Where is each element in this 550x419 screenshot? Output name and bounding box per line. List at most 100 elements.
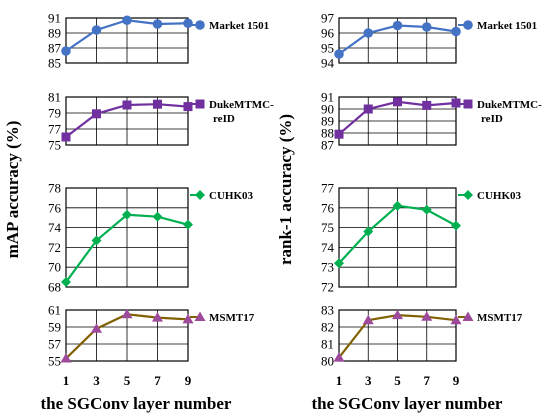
data-point (421, 311, 433, 321)
y-tick-label: 79 (48, 106, 61, 121)
panel: 68 70 72 74 76 78 CUHK03 (48, 181, 254, 295)
y-tick-label: 75 (48, 138, 61, 153)
data-point (122, 15, 132, 26)
y-tick-label: 70 (48, 260, 61, 275)
data-point (91, 323, 102, 333)
y-tick-label: 72 (48, 240, 61, 255)
legend-marker (195, 99, 205, 109)
y-tick-label: 87 (48, 41, 62, 56)
legend-label: DukeMTMC-reID (209, 99, 274, 125)
legend-marker (463, 20, 473, 30)
y-tick-label: 75 (321, 220, 334, 235)
data-point (60, 352, 72, 363)
data-point (61, 277, 71, 288)
y-tick-label: 81 (321, 337, 334, 352)
y-tick-label: 55 (48, 354, 61, 369)
data-point (121, 308, 133, 319)
data-point (362, 314, 374, 325)
data-point (92, 109, 101, 119)
data-point (122, 100, 132, 110)
data-point (451, 98, 461, 108)
x-tick-label: 3 (93, 373, 100, 388)
y-tick-label: 73 (321, 260, 334, 275)
data-point (392, 20, 403, 31)
plot-frame (338, 96, 457, 146)
legend-marker (463, 190, 473, 200)
data-point (152, 312, 163, 322)
x-tick-label: 9 (453, 373, 460, 388)
legend-marker (462, 311, 474, 321)
x-tick-label: 9 (185, 373, 192, 388)
y-tick-label: 68 (48, 280, 61, 295)
x-tick-label: 1 (63, 373, 70, 388)
legend-marker (194, 311, 206, 321)
y-tick-label: 74 (48, 220, 62, 235)
y-tick-label: 85 (48, 56, 61, 71)
data-point (334, 49, 344, 59)
x-axis-label: the SGConv layer number (312, 394, 503, 413)
data-point (363, 28, 374, 38)
y-tick-label: 78 (48, 181, 61, 196)
y-tick-label: 87 (321, 138, 335, 153)
y-tick-label: 88 (321, 126, 334, 141)
data-point (61, 132, 71, 142)
legend-label: CUHK03 (477, 190, 522, 202)
y-tick-label: 76 (48, 200, 62, 215)
data-point (183, 102, 193, 112)
data-point (421, 204, 432, 215)
data-point (363, 104, 373, 114)
x-tick-label: 7 (424, 373, 431, 388)
data-point (61, 46, 71, 56)
y-tick-label: 89 (321, 114, 334, 129)
data-point (392, 309, 403, 320)
y-tick-label: 61 (48, 303, 61, 318)
y-tick-label: 57 (48, 337, 62, 352)
x-tick-label: 7 (154, 373, 161, 388)
x-tick-label: 5 (124, 373, 131, 388)
x-tick-label: 3 (365, 373, 372, 388)
legend-marker (195, 190, 205, 200)
data-point (451, 220, 461, 231)
y-tick-label: 89 (48, 26, 61, 41)
legend-marker (463, 99, 473, 109)
x-tick-label: 5 (394, 373, 401, 388)
plot-frame (65, 96, 189, 146)
legend-label: CUHK03 (209, 190, 254, 202)
y-tick-label: 96 (321, 26, 335, 41)
plot-frame (65, 187, 189, 288)
y-tick-label: 95 (321, 41, 334, 56)
legend-label: Market 1501 (477, 20, 537, 32)
y-tick-label: 74 (321, 240, 335, 255)
legend-label: MSMT17 (477, 312, 523, 324)
plot-frame (338, 187, 457, 288)
data-point (182, 313, 194, 324)
data-point (422, 100, 432, 110)
data-point (392, 200, 403, 211)
y-tick-label: 76 (321, 200, 335, 215)
y-axis-label: rank-1 accuracy (%) (276, 114, 295, 265)
panel: 72 73 74 75 76 77 CUHK03 (321, 181, 522, 295)
y-tick-label: 77 (48, 122, 62, 137)
data-point (451, 26, 461, 37)
y-tick-label: 83 (321, 303, 334, 318)
y-tick-label: 81 (48, 90, 61, 105)
y-tick-label: 97 (321, 11, 335, 26)
y-tick-label: 91 (48, 11, 61, 26)
data-point (334, 129, 344, 139)
y-tick-label: 72 (321, 280, 334, 295)
y-tick-label: 94 (321, 56, 335, 71)
y-tick-label: 82 (321, 320, 334, 335)
legend-label: MSMT17 (209, 312, 255, 324)
x-axis-label: the SGConv layer number (41, 394, 232, 413)
y-tick-label: 91 (321, 90, 334, 105)
y-tick-label: 77 (321, 181, 335, 196)
y-axis-label: mAP accuracy (%) (3, 121, 22, 259)
data-point (122, 209, 132, 220)
data-point (91, 25, 102, 35)
plot-frame (338, 17, 457, 64)
data-point (363, 226, 374, 237)
